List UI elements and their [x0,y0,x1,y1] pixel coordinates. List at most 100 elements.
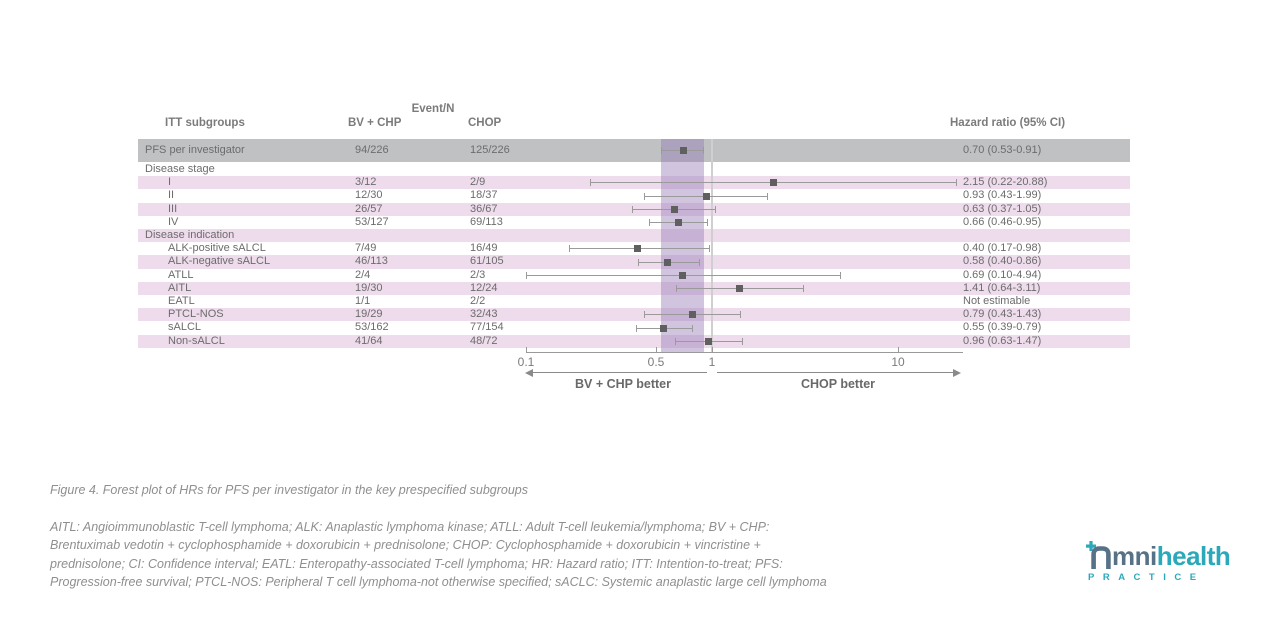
footnote-line: prednisolone; CI: Confidence interval; E… [50,556,783,571]
ci-cap-low [631,205,633,213]
event-n-chop: 125/226 [470,144,510,156]
table-row: Disease stage [138,163,1130,176]
left-arrow-line [533,372,707,373]
column-header-hazard-ratio: Hazard ratio (95% CI) [950,117,1066,129]
event-n-chop: 2/2 [470,295,486,307]
event-n-bv-chp: 12/30 [355,189,383,202]
event-n-chop: 48/72 [470,334,498,347]
hazard-ratio-text: 0.96 (0.63-1.47) [963,334,1042,347]
row-label: PTCL-NOS [168,308,224,321]
row-label: III [168,202,178,215]
event-n-chop: 12/24 [470,281,498,294]
column-header-event-n: Event/N [411,103,455,115]
hazard-ratio-text: 0.40 (0.17-0.98) [963,242,1042,255]
row-label: I [168,176,172,189]
axis-tick [898,347,899,352]
left-arrowhead-icon [525,368,533,377]
table-row: PTCL-NOS 19/29 32/43 0.79 (0.43-1.43) [138,308,1130,322]
ci-cap-high [739,311,741,319]
event-n-bv-chp: 26/57 [355,202,383,215]
footnote-line: AITL: Angioimmunoblastic T-cell lymphoma… [50,520,770,534]
hr-point-marker [664,258,672,266]
hazard-ratio-text: Not estimable [963,295,1031,307]
ci-cap-low [660,147,662,154]
event-n-bv-chp: 41/64 [355,334,383,347]
table-row: ATLL 2/4 2/3 0.69 (0.10-4.94) [138,269,1130,282]
table-row: ALK-positive sALCL 7/49 16/49 0.40 (0.17-0.… [138,242,1130,255]
column-header-itt-subgroups: ITT subgroups [165,117,245,129]
table-row: AITL 19/30 12/24 1.41 (0.64-3.11) [138,281,1130,295]
hazard-ratio-text: 0.93 (0.43-1.99) [963,189,1042,202]
ci-cap-low [643,192,645,200]
hr-point-marker [705,337,713,345]
chop-better-label: CHOP better [800,377,876,391]
ci-cap-high [706,218,708,226]
row-label: AITL [168,281,192,294]
hr-point-marker [689,311,697,319]
right-arrowhead-icon [953,368,961,377]
row-label: PFS per investigator [145,144,245,156]
hr-point-marker [679,147,687,154]
event-n-bv-chp: 7/49 [355,242,377,255]
row-label: IV [168,215,179,228]
event-n-chop: 61/105 [470,255,504,268]
hr-point-marker [736,284,744,292]
axis-tick [526,347,527,352]
hazard-ratio-text: 1.41 (0.64-3.11) [963,281,1041,294]
row-label: II [168,189,175,202]
hr-point-marker [634,245,642,253]
ci-cap-high [802,284,804,292]
ci-cap-high [840,271,842,279]
event-n-chop: 2/9 [470,176,486,189]
abbreviations-footnote: AITL: Angioimmunoblastic T-cell lymphoma… [50,518,827,591]
overall-ci-shaded-band [660,139,705,353]
ci-cap-low [635,324,637,332]
event-n-chop: 16/49 [470,242,498,255]
hr-point-marker [660,324,668,332]
logo-subtitle-practice: PRACTICE [1088,572,1205,583]
omnihealth-wordmark: mni health [1086,541,1231,571]
row-label: ATLL [168,268,194,281]
row-label: ALK-positive sALCL [168,242,266,255]
axis-tick-label: 1 [708,355,716,369]
axis-tick-label: 10 [891,355,905,369]
event-n-bv-chp: 2/4 [355,268,371,281]
row-label: sALCL [168,321,202,334]
omni-o-plus-icon [1086,541,1111,569]
ci-cap-low [568,245,570,253]
ci-cap-low [674,337,676,345]
ci-cap-low [649,218,651,226]
event-n-chop: 77/154 [470,321,504,334]
logo-text-omni: mni [1112,541,1157,571]
ci-cap-low [675,284,677,292]
ci-cap-high [703,147,705,154]
ci-cap-high [691,324,693,332]
hazard-ratio-text: 0.66 (0.46-0.95) [963,215,1042,228]
right-arrow-line [717,372,953,373]
bv-chp-better-label: BV + CHP better [575,377,671,391]
event-n-chop: 36/67 [470,202,498,215]
footnote-line: Brentuximab vedotin + cyclophosphamide +… [50,538,761,553]
event-n-chop: 32/43 [470,308,498,321]
column-header-bv-chp: BV + CHP [348,117,402,129]
figure-caption: Figure 4. Forest plot of HRs for PFS per… [50,483,529,497]
column-header-chop: CHOP [468,117,502,129]
table-row: sALCL 53/162 77/154 0.55 (0.39-0.79) [138,321,1130,334]
ci-cap-low [637,258,639,266]
event-n-bv-chp: 19/29 [355,308,383,321]
row-label: Disease indication [145,229,235,241]
axis-tick-label: 0.5 [647,355,665,369]
ci-cap-high [742,337,744,345]
footnote-line: Progression-free survival; PTCL-NOS: Per… [50,574,827,589]
table-row: EATL 1/1 2/2 Not estimable [138,295,1130,308]
reference-line-hr-1 [711,139,713,353]
event-n-bv-chp: 94/226 [355,144,389,156]
event-n-chop: 18/37 [470,189,498,202]
axis-line [526,352,963,353]
row-label: Disease stage [145,163,215,175]
event-n-bv-chp: 53/127 [355,215,389,228]
event-n-chop: 2/3 [470,268,486,281]
row-label: EATL [168,295,195,307]
event-n-bv-chp: 1/1 [355,295,371,307]
